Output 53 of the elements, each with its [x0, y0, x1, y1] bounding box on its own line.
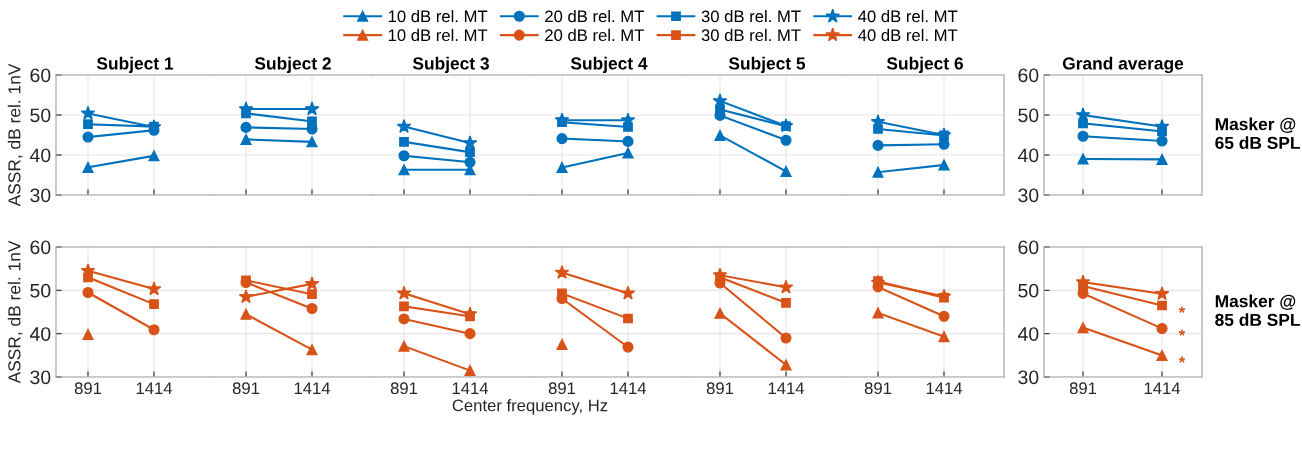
- chart-title: Grand average: [1062, 56, 1184, 74]
- x-tick-label: 891: [390, 382, 418, 395]
- y-tick-label: 50: [1018, 283, 1039, 298]
- legend-label: 10 dB rel. MT: [388, 28, 488, 42]
- chart-title: Subject 1: [96, 56, 174, 74]
- annotation: *: [1178, 306, 1186, 313]
- y-tick-label: 50: [30, 108, 51, 123]
- chart-title: Subject 4: [570, 56, 648, 74]
- y-tick-label: 50: [30, 283, 51, 298]
- legend-label: 40 dB rel. MT: [858, 10, 958, 23]
- x-tick-label: 891: [548, 382, 576, 395]
- x-tick-label: 891: [232, 382, 260, 395]
- x-tick-label: 891: [74, 382, 102, 395]
- y-tick-label: 60: [30, 240, 51, 255]
- x-tick-label: 1414: [1144, 382, 1181, 394]
- y-tick-label: 30: [30, 188, 51, 203]
- y-axis-title: ASSR, dB rel. 1nV: [7, 63, 23, 207]
- x-tick-label: 891: [706, 382, 734, 395]
- x-tick-label: 1414: [768, 382, 805, 394]
- annotation: *: [1178, 329, 1186, 336]
- x-axis-title: Center frequency, Hz: [452, 399, 608, 415]
- y-axis-title: ASSR, dB rel. 1nV: [7, 240, 23, 384]
- legend-label: 20 dB rel. MT: [545, 28, 644, 42]
- chart-title: Subject 5: [728, 56, 806, 74]
- y-tick-label: 30: [1018, 188, 1039, 203]
- chart-title: Subject 6: [886, 56, 963, 74]
- x-tick-label: 1414: [926, 382, 963, 394]
- chart-title: Subject 3: [412, 56, 489, 74]
- y-tick-label: 40: [29, 148, 51, 163]
- annotation: *: [1178, 356, 1186, 363]
- legend-label: 30 dB rel. MT: [701, 28, 801, 42]
- y-tick-label: 40: [1017, 327, 1039, 341]
- y-tick-label: 30: [30, 370, 51, 385]
- x-tick-label: 1414: [610, 382, 647, 394]
- x-tick-label: 1414: [294, 382, 331, 394]
- y-tick-label: 60: [30, 68, 51, 83]
- x-tick-label: 891: [864, 382, 892, 395]
- chart-title: Subject 2: [254, 56, 331, 74]
- text: Masker @ 65 dB SPL: [1215, 117, 1300, 150]
- legend-label: 10 dB rel. MT: [388, 10, 488, 23]
- x-tick-label: 1414: [136, 382, 173, 394]
- legend-label: 20 dB rel. MT: [545, 10, 644, 23]
- y-tick-label: 40: [29, 327, 51, 341]
- text: Masker @ 85 dB SPL: [1215, 294, 1300, 327]
- x-tick-label: 1414: [452, 382, 489, 394]
- y-tick-label: 30: [1018, 370, 1039, 385]
- x-tick-label: 891: [1069, 382, 1097, 395]
- legend-label: 40 dB rel. MT: [858, 28, 958, 42]
- y-tick-label: 50: [1018, 108, 1039, 123]
- legend-label: 30 dB rel. MT: [701, 10, 801, 23]
- y-tick-label: 40: [1017, 148, 1039, 163]
- y-tick-label: 60: [1018, 240, 1039, 255]
- y-tick-label: 60: [1018, 68, 1039, 83]
